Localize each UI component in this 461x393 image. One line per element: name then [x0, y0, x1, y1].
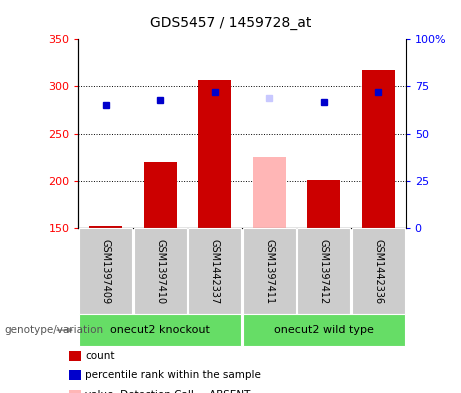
Text: GSM1442337: GSM1442337 [210, 239, 220, 304]
Bar [189, 228, 241, 314]
Text: GDS5457 / 1459728_at: GDS5457 / 1459728_at [150, 16, 311, 30]
Bar [144, 162, 177, 228]
Bar [352, 228, 405, 314]
Bar [307, 180, 340, 228]
Text: onecut2 knockout: onecut2 knockout [110, 325, 210, 335]
Text: GSM1397409: GSM1397409 [100, 239, 111, 304]
Text: percentile rank within the sample: percentile rank within the sample [85, 370, 261, 380]
Bar [69, 390, 81, 393]
Text: GSM1397410: GSM1397410 [155, 239, 165, 304]
Bar [89, 226, 122, 228]
Bar [79, 314, 241, 346]
Text: GSM1442336: GSM1442336 [373, 239, 384, 304]
Bar [134, 228, 187, 314]
Text: genotype/variation: genotype/variation [5, 325, 104, 335]
Text: count: count [85, 351, 115, 361]
Bar [243, 228, 296, 314]
Bar [79, 228, 132, 314]
Bar [362, 70, 395, 228]
Text: value, Detection Call = ABSENT: value, Detection Call = ABSENT [85, 390, 251, 393]
Bar [69, 351, 81, 361]
Text: GSM1397412: GSM1397412 [319, 239, 329, 304]
Bar [198, 80, 231, 228]
Text: GSM1397411: GSM1397411 [264, 239, 274, 304]
Bar [69, 370, 81, 380]
Bar [297, 228, 350, 314]
Text: onecut2 wild type: onecut2 wild type [274, 325, 374, 335]
Bar [253, 157, 286, 228]
Bar [243, 314, 405, 346]
